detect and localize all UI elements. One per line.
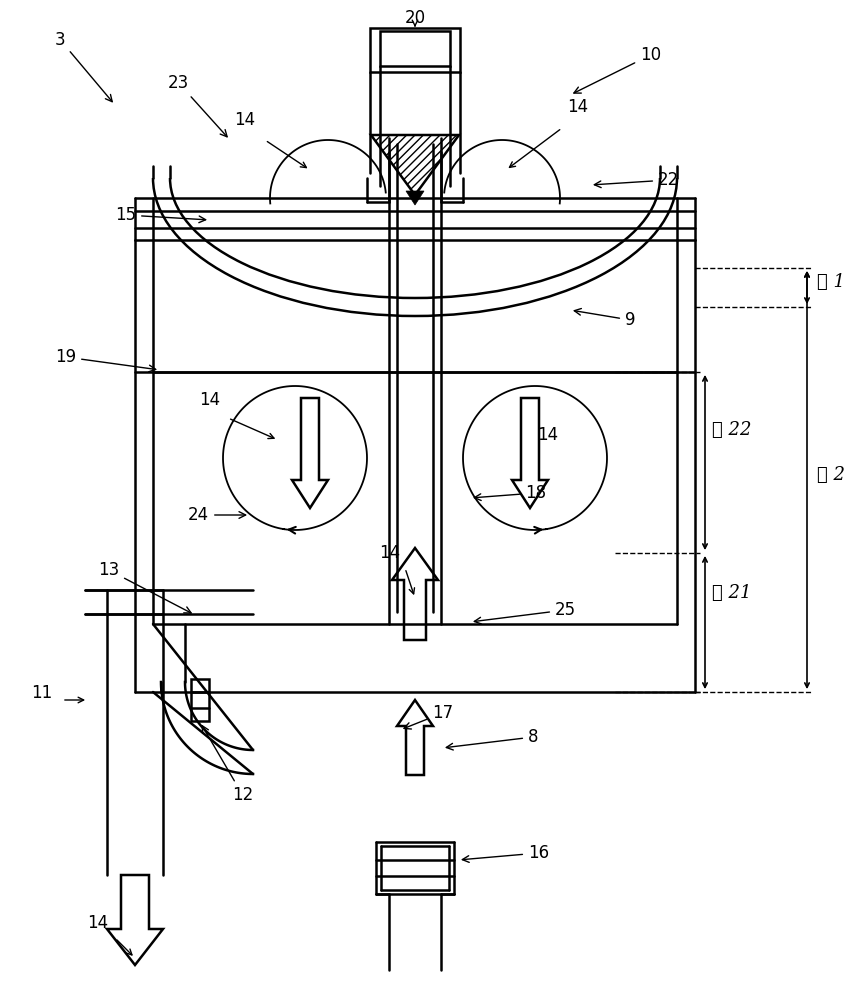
Text: 20: 20 <box>404 9 425 27</box>
Polygon shape <box>371 135 458 195</box>
Text: 3: 3 <box>55 31 112 102</box>
Text: 14: 14 <box>88 914 108 932</box>
Bar <box>379 31 450 66</box>
Text: 19: 19 <box>55 348 156 372</box>
Polygon shape <box>106 875 163 965</box>
Polygon shape <box>406 191 423 205</box>
Text: 10: 10 <box>573 46 660 93</box>
Polygon shape <box>396 700 433 775</box>
Polygon shape <box>291 398 328 508</box>
Text: 11: 11 <box>32 684 53 702</box>
Polygon shape <box>511 398 547 508</box>
Polygon shape <box>392 548 437 640</box>
Text: 24: 24 <box>187 506 245 524</box>
Text: 23: 23 <box>168 74 227 137</box>
Text: ℓ 21: ℓ 21 <box>711 584 751 602</box>
Text: 22: 22 <box>594 171 678 189</box>
Text: ℓ 22: ℓ 22 <box>711 421 751 439</box>
Text: 8: 8 <box>446 728 538 750</box>
Text: 17: 17 <box>404 704 452 729</box>
Text: 9: 9 <box>573 309 635 329</box>
Text: ℓ 1: ℓ 1 <box>816 273 844 291</box>
Text: 25: 25 <box>474 601 575 624</box>
Text: 13: 13 <box>98 561 191 613</box>
Text: 14: 14 <box>234 111 256 129</box>
Text: 12: 12 <box>202 726 253 804</box>
Text: 14: 14 <box>537 426 558 444</box>
Text: 18: 18 <box>474 484 545 502</box>
Text: 15: 15 <box>115 206 205 224</box>
Bar <box>191 679 209 721</box>
Text: 14: 14 <box>379 544 400 562</box>
Text: 14: 14 <box>567 98 588 116</box>
Text: 16: 16 <box>462 844 549 862</box>
Text: ℓ 2: ℓ 2 <box>816 466 844 484</box>
Bar <box>370 28 459 72</box>
Text: 14: 14 <box>199 391 221 409</box>
